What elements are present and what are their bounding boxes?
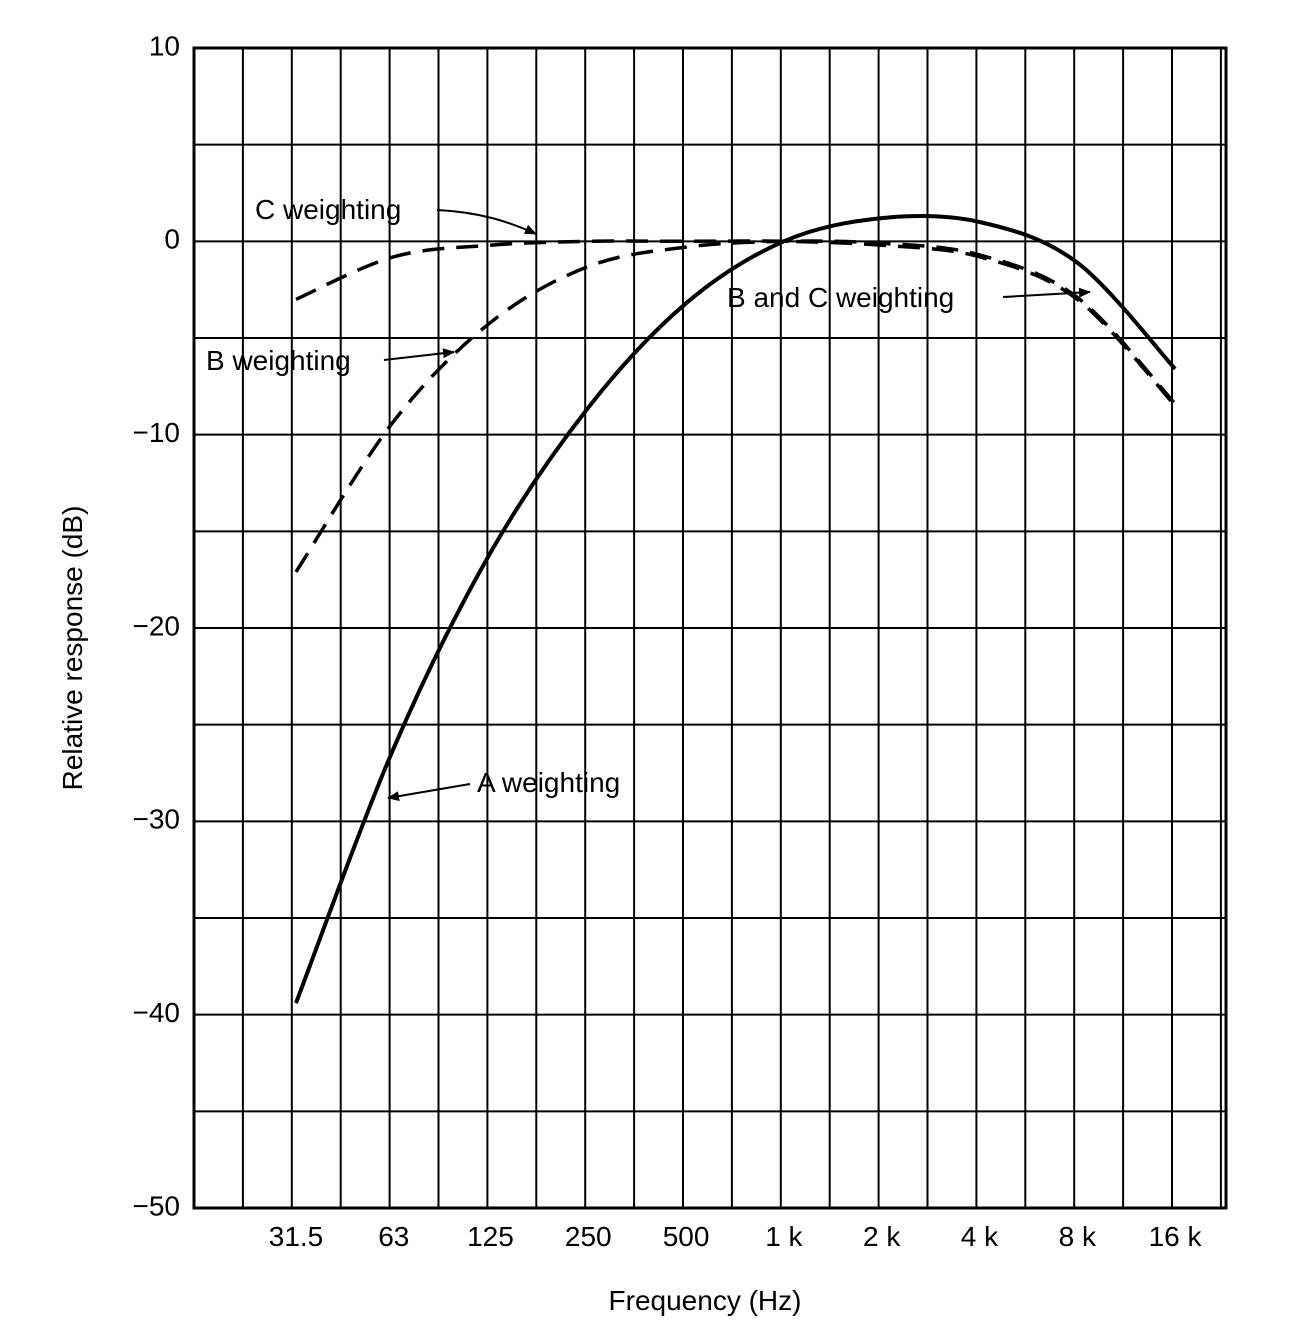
x-tick-label: 125 (467, 1221, 514, 1252)
y-tick-label: 10 (149, 30, 180, 61)
series-line-c-weighting (295, 239, 1177, 407)
annotation-b-and-c-weighting: B and C weighting (727, 282, 954, 313)
x-axis-title: Frequency (Hz) (609, 1285, 802, 1316)
x-tick-label: 2 k (863, 1221, 901, 1252)
annotation-a-weighting-arrow (387, 783, 471, 802)
x-tick-label: 16 k (1149, 1221, 1203, 1252)
x-tick-label: 63 (378, 1221, 409, 1252)
y-tick-label: −30 (133, 804, 181, 835)
x-tick-label: 8 k (1059, 1221, 1097, 1252)
y-tick-label: −20 (133, 610, 181, 641)
annotation-c-weighting-arrow (436, 209, 537, 235)
series-line-a-weighting (294, 213, 1177, 1004)
y-tick-label: −10 (133, 417, 181, 448)
y-tick-label: −40 (133, 997, 181, 1028)
plot-frame (192, 46, 1228, 1210)
y-tick-label: −50 (133, 1190, 181, 1221)
y-axis-title: Relative response (dB) (57, 506, 88, 791)
x-axis-tick-labels: 31.5 63 125 250 500 1 k 2 k 4 k 8 k 16 k (269, 1221, 1203, 1252)
annotation-b-and-c-weighting-arrow (1002, 287, 1091, 298)
annotation-b-weighting-arrow (383, 348, 455, 361)
x-tick-label: 500 (663, 1221, 710, 1252)
x-tick-label: 31.5 (269, 1221, 324, 1252)
annotation-b-weighting: B weighting (206, 345, 351, 376)
x-tick-label: 1 k (765, 1221, 803, 1252)
y-tick-label: 0 (164, 224, 180, 255)
x-tick-label: 4 k (961, 1221, 999, 1252)
annotation-a-weighting: A weighting (477, 767, 620, 798)
annotation-c-weighting: C weighting (255, 194, 401, 225)
series-layer (294, 213, 1177, 1004)
x-tick-label: 250 (565, 1221, 612, 1252)
y-axis-tick-labels: 10 0 −10 −20 −30 −40 −50 (133, 30, 181, 1221)
